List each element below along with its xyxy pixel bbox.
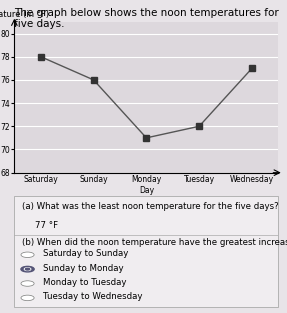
Text: Temperature (in °F): Temperature (in °F) xyxy=(0,10,49,19)
Text: Saturday to Sunday: Saturday to Sunday xyxy=(43,249,129,258)
Text: Sunday to Monday: Sunday to Monday xyxy=(43,264,124,273)
Circle shape xyxy=(21,295,34,301)
Circle shape xyxy=(21,252,34,258)
FancyBboxPatch shape xyxy=(14,196,278,307)
Text: (b) When did the noon temperature have the greatest increase?: (b) When did the noon temperature have t… xyxy=(22,238,287,247)
Text: The graph below shows the noon temperatures for five days.: The graph below shows the noon temperatu… xyxy=(14,8,279,29)
Circle shape xyxy=(21,281,34,286)
Circle shape xyxy=(21,266,34,272)
Text: (a) What was the least noon temperature for the five days?: (a) What was the least noon temperature … xyxy=(22,202,279,211)
Text: Monday to Tuesday: Monday to Tuesday xyxy=(43,278,127,287)
Text: Tuesday to Wednesday: Tuesday to Wednesday xyxy=(43,292,143,301)
Circle shape xyxy=(26,268,30,270)
Text: 77 °F: 77 °F xyxy=(36,220,59,229)
Circle shape xyxy=(24,268,31,270)
